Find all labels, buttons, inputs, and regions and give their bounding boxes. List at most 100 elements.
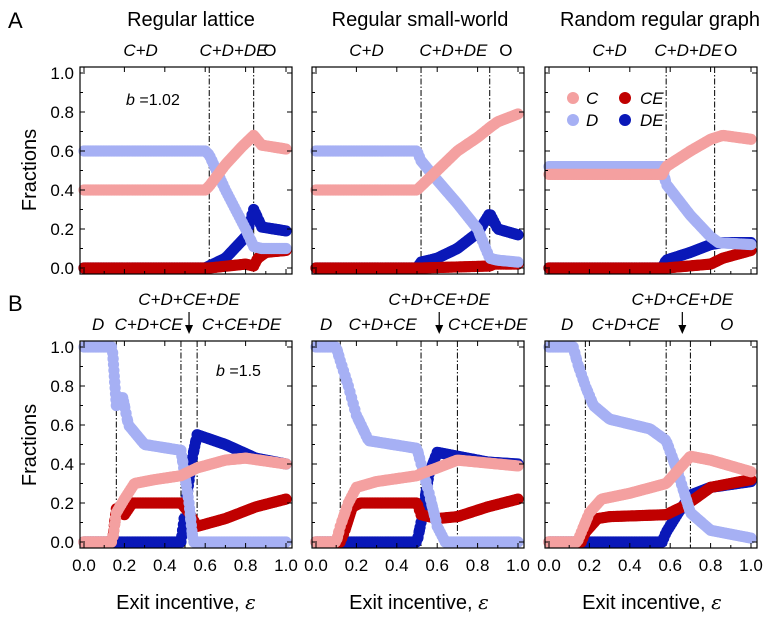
- column-title-3: Random regular graph: [560, 9, 760, 31]
- panel-letter-a: A: [8, 8, 23, 33]
- region-label: C+D+DE: [199, 41, 268, 60]
- point-c: [280, 143, 292, 155]
- point-d: [414, 453, 426, 465]
- plot-frame: [311, 66, 525, 275]
- point-d: [481, 246, 493, 258]
- point-d: [182, 491, 194, 503]
- x-tick-label: 0.2: [113, 556, 137, 575]
- point-d: [745, 239, 757, 251]
- xlabel-text: Exit incentive,: [582, 592, 711, 614]
- point-d: [121, 413, 133, 425]
- x-tick-label: 0.4: [153, 556, 177, 575]
- xlabel-col-2: Exit incentive, ε: [349, 590, 489, 614]
- y-tick-label: 0.6: [50, 142, 74, 161]
- xlabel-symbol: ε: [711, 590, 722, 614]
- arrow-head: [678, 325, 687, 334]
- series-c: [543, 129, 757, 180]
- top-region-label: C+D+CE+DE: [388, 290, 490, 309]
- point-c: [333, 526, 345, 538]
- legend-label-ce: CE: [640, 89, 664, 108]
- xlabel-col-1: Exit incentive, ε: [116, 590, 256, 614]
- point-d: [360, 429, 372, 442]
- b-value: =1.02: [135, 92, 180, 109]
- region-label: C+CE+DE: [448, 315, 528, 334]
- point-c: [745, 466, 757, 478]
- point-de: [253, 215, 265, 227]
- column-title-1: Regular lattice: [127, 9, 255, 31]
- point-d: [217, 178, 229, 190]
- point-d: [430, 515, 442, 527]
- x-tick-label: 0.4: [385, 556, 409, 575]
- x-tick-label: 0.6: [425, 556, 449, 575]
- legend-marker-d: [567, 114, 579, 126]
- x-tick-label: 0.2: [578, 556, 602, 575]
- xlabel-symbol: ε: [245, 590, 256, 614]
- point-d: [512, 536, 524, 548]
- x-tick-label: 0.8: [234, 556, 258, 575]
- point-c: [581, 512, 593, 524]
- b-value: =1.5: [225, 363, 261, 380]
- series-d: [78, 341, 292, 548]
- legend-marker-c: [567, 92, 579, 104]
- series-c: [78, 129, 292, 196]
- x-tick-label: 0.2: [345, 556, 369, 575]
- y-tick-label: 0.6: [50, 416, 74, 435]
- y-tick-label: 0.0: [50, 533, 74, 552]
- y-tick-label: 0.2: [50, 220, 74, 239]
- series-d: [543, 341, 757, 544]
- x-tick-label: 1.0: [506, 556, 530, 575]
- series-c: [78, 452, 292, 548]
- region-label: C+D+DE: [654, 41, 723, 60]
- region-label: O: [263, 41, 276, 60]
- region-label: D: [92, 315, 104, 334]
- point-d: [512, 256, 524, 268]
- region-label: C+D+CE: [592, 315, 661, 334]
- x-tick-label: 0.8: [466, 556, 490, 575]
- series-d: [310, 145, 524, 268]
- x-tick-label: 1.0: [739, 556, 763, 575]
- point-c: [512, 108, 524, 120]
- series-c: [543, 450, 757, 548]
- point-d: [186, 530, 199, 543]
- panel-b3: 0.0 0.2 0.4 0.6 0.8 1.0 D C+D+CE O C+D+CE+DE: [537, 290, 763, 575]
- y-tick-label: 1.0: [50, 338, 74, 357]
- region-label: D: [320, 315, 332, 334]
- region-label: C+CE+DE: [202, 315, 282, 334]
- legend: C CE D DE: [567, 89, 664, 130]
- x-tick-label: 0.8: [699, 556, 723, 575]
- figure-static-text: A B Regular lattice Regular small-world …: [8, 8, 760, 614]
- x-tick-label: 0.6: [193, 556, 217, 575]
- x-tick-label: 0.0: [72, 556, 96, 575]
- arrow-head: [435, 325, 444, 334]
- point-d: [421, 481, 434, 493]
- point-d: [333, 350, 345, 362]
- ylabel-row-a: Fractions: [19, 129, 41, 211]
- b-annotation-row-b: b =1.5: [216, 363, 261, 380]
- point-d: [577, 374, 589, 386]
- series-c: [310, 454, 524, 548]
- xlabel-text: Exit incentive,: [349, 592, 478, 614]
- b-annotation-row-a: b =1.02: [126, 92, 180, 109]
- point-d: [683, 501, 695, 513]
- point-c: [745, 133, 757, 145]
- point-c: [512, 460, 524, 472]
- point-de: [190, 435, 202, 447]
- region-label: O: [724, 41, 737, 60]
- y-tick-label: 0.8: [50, 377, 74, 396]
- point-de: [414, 521, 426, 533]
- point-de: [429, 452, 441, 464]
- xlabel-col-3: Exit incentive, ε: [582, 590, 722, 614]
- panel-b2: 0.0 0.2 0.4 0.6 0.8 1.0 D C+D+CE C+CE+DE C+D+CE+D…: [304, 290, 530, 575]
- arrow-head: [185, 325, 194, 334]
- point-d: [280, 242, 292, 255]
- xlabel-text: Exit incentive,: [116, 592, 245, 614]
- point-d: [349, 403, 361, 415]
- region-label: C+D+DE: [419, 41, 488, 60]
- legend-marker-ce: [619, 92, 631, 104]
- x-tick-label: 0.6: [658, 556, 682, 575]
- y-tick-label: 0.8: [50, 103, 74, 122]
- point-ce: [280, 493, 292, 505]
- point-de: [512, 229, 524, 241]
- y-tick-label: 0.2: [50, 494, 74, 513]
